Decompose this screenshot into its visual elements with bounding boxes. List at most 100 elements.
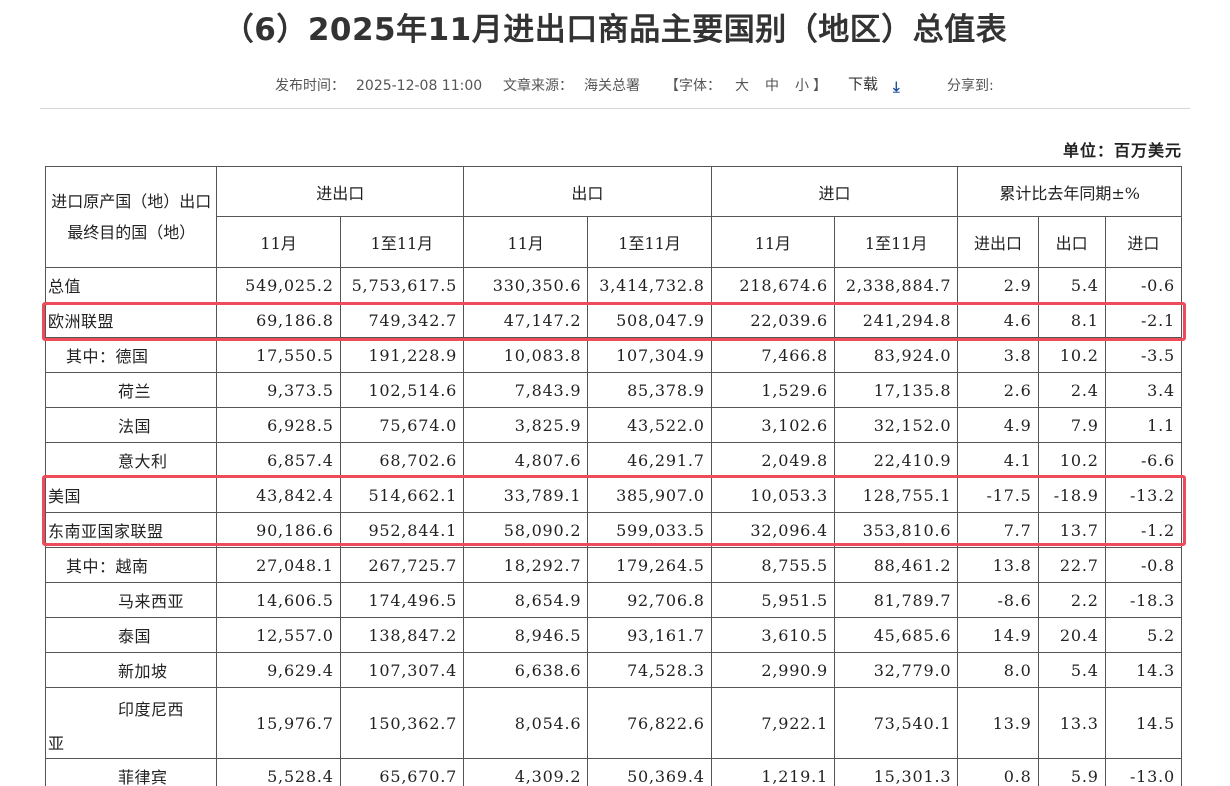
table-cell: 330,350.6 [463, 267, 589, 303]
row-label: 意大利 [44, 442, 218, 478]
table-cell: 508,047.9 [587, 302, 712, 338]
table-row: 印度尼西亚 15,976.7 150,362.7 8,054.6 76,822.6 7,9… [44, 687, 1183, 759]
table-cell: 9,629.4 [216, 652, 341, 688]
table-cell: 107,304.9 [587, 337, 712, 373]
row-label: 其中：越南 [44, 547, 218, 583]
row-label: 美国 [44, 477, 218, 513]
table-cell: 128,755.1 [834, 477, 959, 513]
table-cell: 14,606.5 [216, 582, 341, 618]
table-cell: 4.1 [957, 442, 1039, 478]
table-row: 欧洲联盟 69,186.8 749,342.7 47,147.2 508,047.9 22… [44, 302, 1183, 338]
table-cell: 10.2 [1037, 337, 1106, 373]
subheader: 1至11月 [834, 216, 959, 268]
table-cell: 7.7 [957, 512, 1039, 548]
table-cell: 14.3 [1104, 652, 1183, 688]
page-title: （6）2025年11月进出口商品主要国别（地区）总值表 [222, 12, 1008, 48]
subheader: 11月 [463, 216, 589, 268]
table-cell: 15,301.3 [834, 758, 959, 786]
font-medium-button[interactable]: 中 [765, 78, 779, 94]
font-large-button[interactable]: 大 [735, 78, 749, 94]
table-cell: 7,922.1 [710, 687, 836, 759]
group-header-import: 进口 [710, 166, 959, 217]
table-cell: 73,540.1 [834, 687, 959, 759]
table-cell: 13.7 [1037, 512, 1106, 548]
table-cell: 68,702.6 [339, 442, 465, 478]
table-cell: 514,662.1 [339, 477, 465, 513]
font-close-bracket: 】 [813, 78, 827, 94]
table-cell: -13.2 [1104, 477, 1183, 513]
row-label: 总值 [44, 267, 218, 303]
table-cell: 20.4 [1037, 617, 1106, 653]
table-cell: 27,048.1 [216, 547, 341, 583]
group-header-export: 出口 [463, 166, 712, 217]
table-cell: 4,309.2 [463, 758, 589, 786]
article-meta: 发布时间： 2025-12-08 11:00 文章来源： 海关总署 【字体： 大… [0, 74, 1230, 98]
table-cell: 102,514.6 [339, 372, 465, 408]
download-link[interactable]: 下载 [848, 75, 879, 93]
table-cell: 1,529.6 [710, 372, 836, 408]
table-cell: 3,825.9 [463, 407, 589, 443]
font-small-button[interactable]: 小 [795, 78, 809, 94]
table-cell: 17,550.5 [216, 337, 341, 373]
table-cell: 13.3 [1037, 687, 1106, 759]
table-cell: 83,924.0 [834, 337, 959, 373]
table-cell: 58,090.2 [463, 512, 589, 548]
table-cell: 9,373.5 [216, 372, 341, 408]
table-cell: 74,528.3 [587, 652, 712, 688]
table-cell: 18,292.7 [463, 547, 589, 583]
row-label: 新加坡 [44, 652, 218, 688]
table-cell: 4.9 [957, 407, 1039, 443]
share-label[interactable]: 分享到: [947, 78, 994, 94]
table-cell: 8,654.9 [463, 582, 589, 618]
row-label: 荷兰 [44, 372, 218, 408]
download-arrow-icon[interactable]: ⤓ [893, 78, 900, 96]
subheader: 11月 [216, 216, 341, 268]
row-label-line1: 印度尼西 [118, 700, 185, 719]
corner-header: 进口原产国（地）出口最终目的国（地） [44, 166, 218, 268]
table-cell: 32,096.4 [710, 512, 836, 548]
table-row: 意大利 6,857.4 68,702.6 4,807.6 46,291.7 2,049.8… [44, 442, 1183, 478]
table-cell: 45,685.6 [834, 617, 959, 653]
table-cell: 4.6 [957, 302, 1039, 338]
subheader: 进出口 [957, 216, 1039, 268]
table-cell: -6.6 [1104, 442, 1183, 478]
table-cell: 69,186.8 [216, 302, 341, 338]
table-cell: 13.8 [957, 547, 1039, 583]
table-cell: 138,847.2 [339, 617, 465, 653]
table-cell: 2,338,884.7 [834, 267, 959, 303]
subheader: 进口 [1104, 216, 1183, 268]
table-cell: 15,976.7 [216, 687, 341, 759]
table-row: 菲律宾 5,528.4 65,670.7 4,309.2 50,369.4 1,219.1… [44, 758, 1183, 786]
header-row-groups: 进口原产国（地）出口最终目的国（地） 进出口 出口 进口 累计比去年同期±% [44, 166, 1182, 268]
table-cell: 90,186.6 [216, 512, 341, 548]
table-cell: 6,857.4 [216, 442, 341, 478]
row-label: 印度尼西亚 [44, 687, 218, 759]
table-cell: 3,102.6 [710, 407, 836, 443]
subheader: 出口 [1037, 216, 1106, 268]
table-cell: 5,951.5 [710, 582, 836, 618]
header-row-subgroups: 11月 1至11月 11月 1至11月 11月 1至11月 进出口 出口 进口 [46, 216, 1183, 268]
table-cell: 10,053.3 [710, 477, 836, 513]
table-row: 新加坡 9,629.4 107,307.4 6,638.6 74,528.3 2,990.… [44, 652, 1183, 688]
table-cell: 10,083.8 [463, 337, 589, 373]
table-cell: 2.9 [957, 267, 1039, 303]
table-cell: 81,789.7 [834, 582, 959, 618]
table-cell: 6,638.6 [463, 652, 589, 688]
table-cell: 88,461.2 [834, 547, 959, 583]
source-value: 海关总署 [584, 78, 640, 94]
table-cell: 2.4 [1037, 372, 1106, 408]
table-cell: 2.2 [1037, 582, 1106, 618]
table-cell: 76,822.6 [587, 687, 712, 759]
font-label: 【字体： [665, 78, 721, 94]
table-cell: 14.9 [957, 617, 1039, 653]
table-cell: 3,610.5 [710, 617, 836, 653]
header-divider [40, 108, 1190, 109]
table-cell: 8,054.6 [463, 687, 589, 759]
table-cell: 6,928.5 [216, 407, 341, 443]
table-cell: 1.1 [1104, 407, 1183, 443]
table-cell: 5.4 [1037, 267, 1106, 303]
row-label: 东南亚国家联盟 [44, 512, 218, 548]
group-header-total: 进出口 [216, 166, 465, 217]
table-row: 法国 6,928.5 75,674.0 3,825.9 43,522.0 3,102.6 3… [44, 407, 1183, 443]
row-label: 欧洲联盟 [44, 302, 218, 338]
